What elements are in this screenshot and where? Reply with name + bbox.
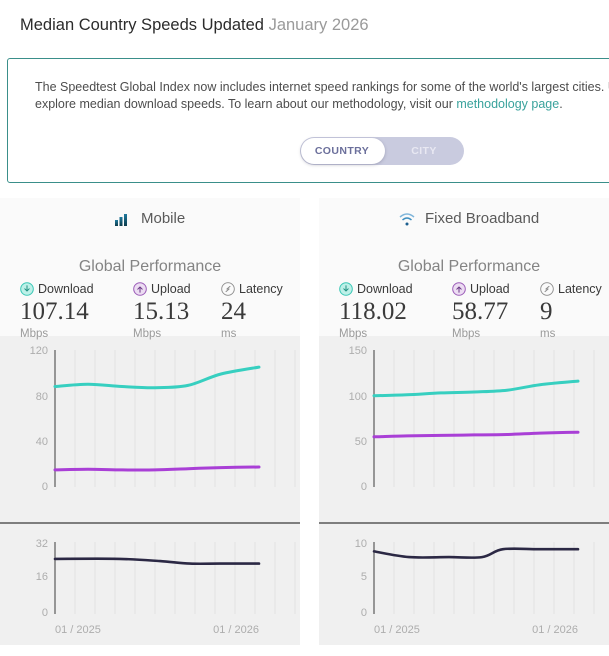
svg-text:0: 0 (42, 607, 48, 619)
svg-text:01 / 2025: 01 / 2025 (374, 624, 420, 636)
svg-text:0: 0 (361, 481, 367, 493)
svg-text:32: 32 (36, 538, 48, 550)
svg-text:150: 150 (349, 345, 367, 357)
svg-text:50: 50 (355, 436, 367, 448)
svg-text:01 / 2025: 01 / 2025 (55, 624, 101, 636)
svg-text:80: 80 (36, 391, 48, 403)
svg-text:40: 40 (36, 436, 48, 448)
svg-text:16: 16 (36, 571, 48, 583)
svg-text:0: 0 (42, 481, 48, 493)
svg-text:10: 10 (355, 538, 367, 550)
svg-text:5: 5 (361, 571, 367, 583)
svg-text:01 / 2026: 01 / 2026 (532, 624, 578, 636)
svg-text:0: 0 (361, 607, 367, 619)
svg-text:120: 120 (30, 345, 48, 357)
svg-text:01 / 2026: 01 / 2026 (213, 624, 259, 636)
svg-text:100: 100 (349, 391, 367, 403)
